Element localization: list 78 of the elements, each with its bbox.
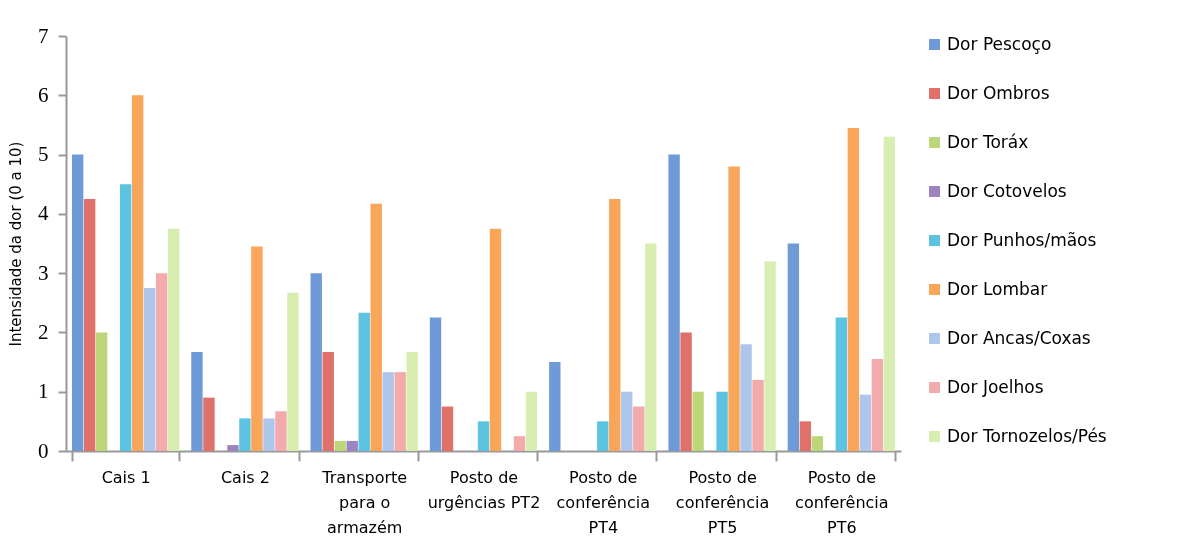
legend-label: Dor Ancas/Coxas bbox=[947, 327, 1091, 348]
y-tick-label: 3 bbox=[38, 260, 49, 285]
bar bbox=[71, 154, 84, 451]
bar bbox=[477, 421, 490, 451]
bar bbox=[871, 359, 884, 451]
y-tick-label: 6 bbox=[38, 82, 49, 107]
bar bbox=[764, 261, 776, 451]
bar bbox=[752, 379, 764, 451]
bar bbox=[489, 228, 502, 451]
bar bbox=[227, 445, 239, 451]
bar bbox=[155, 273, 168, 451]
bar bbox=[609, 199, 621, 451]
bar bbox=[203, 397, 215, 451]
x-tick-label: Posto de conferência PT4 bbox=[556, 467, 651, 537]
bar bbox=[835, 317, 848, 451]
bar bbox=[370, 203, 382, 451]
bar bbox=[263, 418, 275, 451]
bar bbox=[633, 406, 645, 451]
x-tick-label: Cais 2 bbox=[220, 467, 270, 487]
x-tick-label: Transporte para o armazém bbox=[321, 467, 408, 537]
y-tick-label: 7 bbox=[38, 23, 49, 48]
bar bbox=[251, 246, 263, 451]
bar bbox=[406, 351, 418, 451]
x-tick-label: Cais 1 bbox=[101, 467, 151, 487]
x-tick-label: Posto de conferência PT5 bbox=[675, 467, 770, 537]
bar bbox=[275, 411, 287, 451]
bar bbox=[441, 406, 454, 451]
bar bbox=[799, 421, 812, 451]
bar bbox=[358, 312, 370, 451]
bar bbox=[287, 292, 299, 451]
y-tick-label: 1 bbox=[38, 379, 49, 404]
legend-label: Dor Lombar bbox=[947, 278, 1048, 299]
bar bbox=[310, 273, 322, 451]
bar bbox=[787, 243, 800, 451]
bar bbox=[847, 127, 860, 451]
bar bbox=[883, 136, 896, 451]
legend-label: Dor Tornozelos/Pés bbox=[947, 425, 1107, 446]
bar bbox=[131, 95, 144, 451]
bar bbox=[334, 440, 346, 451]
legend-label: Dor Cotovelos bbox=[947, 180, 1067, 201]
bar bbox=[716, 391, 728, 451]
legend-label: Dor Joelhos bbox=[947, 376, 1044, 397]
bar bbox=[83, 199, 96, 451]
bar bbox=[322, 351, 334, 451]
bar bbox=[513, 436, 526, 451]
legend-label: Dor Ombros bbox=[947, 82, 1050, 103]
bar bbox=[394, 372, 406, 451]
y-tick-label: 2 bbox=[38, 319, 49, 344]
y-tick-label: 4 bbox=[38, 201, 49, 226]
x-tick-label: Posto de urgências PT2 bbox=[427, 467, 541, 512]
y-axis-title: Intensidade da dor (0 a 10) bbox=[7, 141, 25, 347]
legend-label: Dor Punhos/mãos bbox=[947, 229, 1097, 250]
bar bbox=[382, 372, 394, 451]
x-tick-label: Posto de conferência PT6 bbox=[795, 467, 889, 537]
bar bbox=[859, 394, 872, 451]
bar bbox=[621, 391, 633, 451]
bar bbox=[811, 436, 824, 451]
bar bbox=[597, 421, 609, 451]
y-tick-label: 5 bbox=[38, 142, 49, 167]
bar bbox=[95, 332, 108, 451]
legend-label: Dor Pescoço bbox=[947, 33, 1052, 54]
bar bbox=[525, 391, 538, 451]
bar bbox=[740, 344, 752, 451]
bar bbox=[346, 440, 358, 451]
bar bbox=[680, 332, 692, 451]
y-tick-label: 0 bbox=[38, 438, 49, 463]
bar bbox=[167, 228, 180, 451]
bar bbox=[645, 243, 657, 451]
legend-label: Dor Toráx bbox=[947, 131, 1029, 152]
bar bbox=[692, 391, 704, 451]
bar bbox=[728, 166, 740, 451]
bar bbox=[119, 184, 132, 451]
bar bbox=[429, 317, 442, 451]
bar bbox=[668, 154, 680, 451]
bar bbox=[143, 287, 156, 451]
bar bbox=[239, 418, 251, 451]
bar bbox=[191, 351, 203, 451]
bar bbox=[549, 362, 561, 451]
